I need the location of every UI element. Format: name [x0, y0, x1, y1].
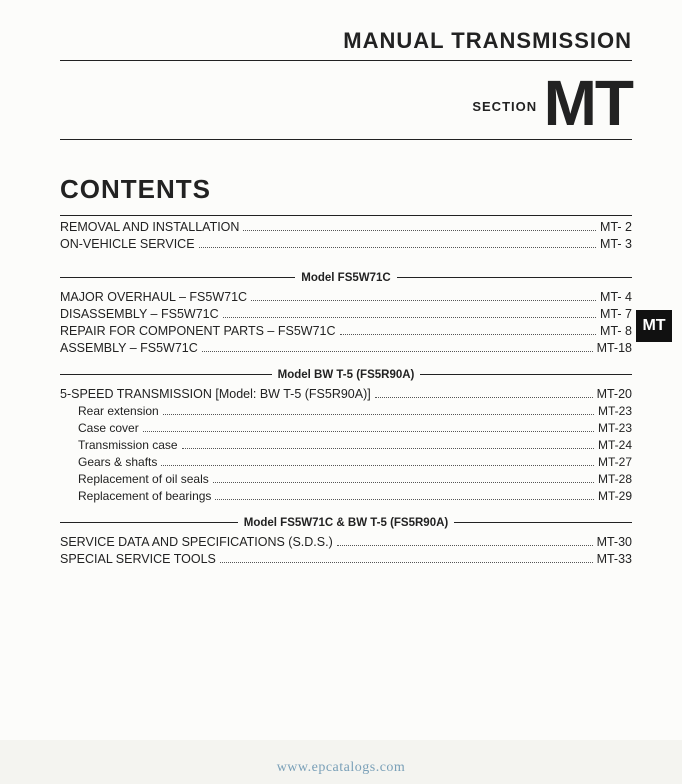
toc-row: ON-VEHICLE SERVICE MT- 3 [60, 237, 632, 251]
page-title: MANUAL TRANSMISSION [60, 28, 632, 54]
toc-dots [215, 499, 594, 500]
toc-dots [161, 465, 594, 466]
watermark: www.epcatalogs.com [0, 760, 682, 776]
toc-dots [340, 334, 597, 335]
group-label: Model BW T-5 (FS5R90A) [272, 369, 421, 381]
toc-page: MT-24 [598, 438, 632, 452]
toc-dots [182, 448, 594, 449]
table-of-contents: REMOVAL AND INSTALLATION MT- 2 ON-VEHICLE … [60, 220, 632, 566]
toc-dots [375, 397, 593, 398]
group-divider-label: Model BW T-5 (FS5R90A) [60, 369, 632, 381]
toc-row: SERVICE DATA AND SPECIFICATIONS (S.D.S.)… [60, 535, 632, 549]
contents-heading: CONTENTS [60, 174, 632, 205]
toc-row: REMOVAL AND INSTALLATION MT- 2 [60, 220, 632, 234]
toc-row: MAJOR OVERHAUL – FS5W71C MT- 4 [60, 290, 632, 304]
toc-dots [223, 317, 596, 318]
toc-page: MT- 3 [600, 237, 632, 251]
toc-row: REPAIR FOR COMPONENT PARTS – FS5W71C MT- … [60, 324, 632, 338]
group-label: Model FS5W71C [295, 272, 396, 284]
toc-dots [143, 431, 594, 432]
group-divider-label: Model FS5W71C & BW T-5 (FS5R90A) [60, 517, 632, 529]
toc-row: SPECIAL SERVICE TOOLS MT-33 [60, 552, 632, 566]
toc-label: Gears & shafts [78, 455, 157, 469]
toc-page: MT- 7 [600, 307, 632, 321]
toc-row: DISASSEMBLY – FS5W71C MT- 7 [60, 307, 632, 321]
toc-row: Replacement of oil seals MT-28 [60, 472, 632, 486]
document-page: MANUAL TRANSMISSION SECTION MT CONTENTS … [0, 0, 682, 740]
toc-page: MT- 4 [600, 290, 632, 304]
toc-label: DISASSEMBLY – FS5W71C [60, 307, 219, 321]
toc-dots [243, 230, 596, 231]
section-code: MT [544, 75, 632, 133]
toc-row: Gears & shafts MT-27 [60, 455, 632, 469]
toc-dots [202, 351, 593, 352]
toc-row: Case cover MT-23 [60, 421, 632, 435]
header-rule [60, 60, 632, 61]
toc-page: MT- 8 [600, 324, 632, 338]
side-tab: MT [636, 310, 672, 342]
toc-page: MT-18 [597, 341, 632, 355]
toc-label: SPECIAL SERVICE TOOLS [60, 552, 216, 566]
toc-label: REPAIR FOR COMPONENT PARTS – FS5W71C [60, 324, 336, 338]
toc-dots [337, 545, 593, 546]
toc-row: 5-SPEED TRANSMISSION [Model: BW T-5 (FS5… [60, 387, 632, 401]
group-label: Model FS5W71C & BW T-5 (FS5R90A) [238, 517, 454, 529]
toc-label: Transmission case [78, 438, 178, 452]
toc-page: MT-33 [597, 552, 632, 566]
toc-label: Rear extension [78, 404, 159, 418]
toc-row: Rear extension MT-23 [60, 404, 632, 418]
toc-page: MT- 2 [600, 220, 632, 234]
toc-row: ASSEMBLY – FS5W71C MT-18 [60, 341, 632, 355]
contents-rule [60, 215, 632, 216]
toc-label: MAJOR OVERHAUL – FS5W71C [60, 290, 247, 304]
toc-page: MT-29 [598, 489, 632, 503]
toc-row: Replacement of bearings MT-29 [60, 489, 632, 503]
group-divider-label: Model FS5W71C [60, 272, 632, 284]
toc-page: MT-27 [598, 455, 632, 469]
section-line: SECTION MT [60, 75, 632, 133]
toc-label: REMOVAL AND INSTALLATION [60, 220, 239, 234]
toc-label: Replacement of bearings [78, 489, 211, 503]
toc-page: MT-23 [598, 404, 632, 418]
toc-dots [213, 482, 594, 483]
toc-label: Replacement of oil seals [78, 472, 209, 486]
toc-page: MT-28 [598, 472, 632, 486]
section-label: SECTION [472, 99, 537, 114]
toc-label: 5-SPEED TRANSMISSION [Model: BW T-5 (FS5… [60, 387, 371, 401]
toc-page: MT-20 [597, 387, 632, 401]
toc-dots [199, 247, 597, 248]
toc-page: MT-30 [597, 535, 632, 549]
toc-dots [251, 300, 596, 301]
toc-label: Case cover [78, 421, 139, 435]
toc-label: ASSEMBLY – FS5W71C [60, 341, 198, 355]
toc-label: SERVICE DATA AND SPECIFICATIONS (S.D.S.) [60, 535, 333, 549]
toc-dots [163, 414, 594, 415]
toc-label: ON-VEHICLE SERVICE [60, 237, 195, 251]
toc-row: Transmission case MT-24 [60, 438, 632, 452]
toc-dots [220, 562, 593, 563]
toc-page: MT-23 [598, 421, 632, 435]
